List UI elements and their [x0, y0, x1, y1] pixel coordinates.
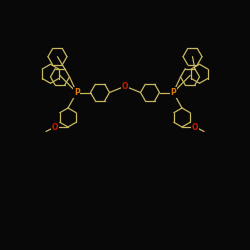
Text: O: O [52, 122, 58, 132]
Text: O: O [192, 122, 198, 132]
Text: O: O [122, 82, 128, 91]
Text: P: P [170, 88, 176, 97]
Text: P: P [74, 88, 80, 97]
